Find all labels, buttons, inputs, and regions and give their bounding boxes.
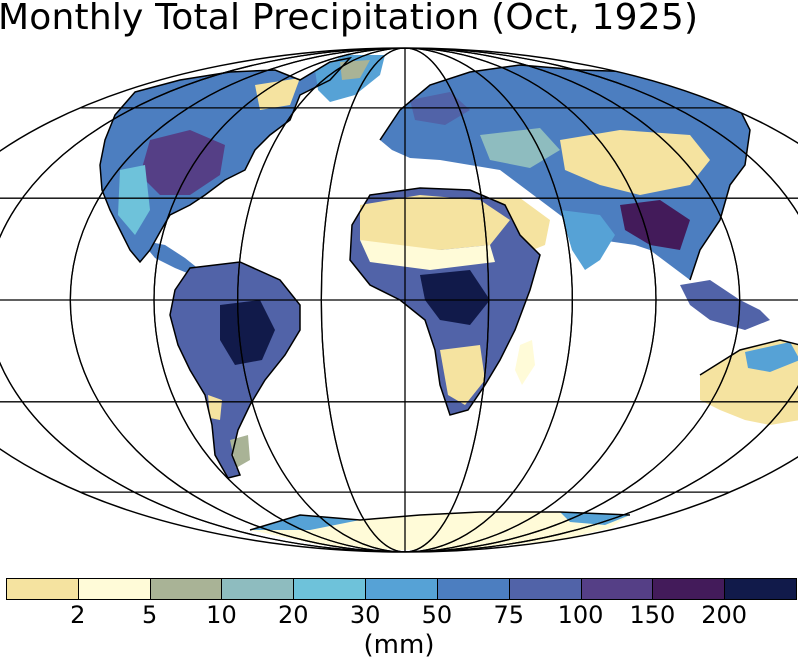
sa-wettest: [220, 300, 275, 365]
legend-tick-label: 50: [421, 601, 453, 629]
legend-tick-label: 200: [701, 601, 748, 629]
southern-africa-dry: [440, 345, 485, 405]
graticule: [0, 48, 798, 552]
map-title: Monthly Total Precipitation (Oct, 1925): [0, 0, 699, 38]
map-border: [0, 47, 798, 553]
legend-tick-label: 75: [493, 601, 524, 629]
monsoon-asia: [620, 200, 690, 250]
legend-color-box: [724, 578, 797, 600]
north-america-landmass: [100, 58, 350, 262]
legend-color-box: [436, 578, 510, 600]
legend-color-box: [293, 578, 367, 600]
legend-tick-label: 150: [629, 601, 676, 629]
legend-tick-label: 2: [70, 601, 86, 629]
land-layer: [100, 55, 798, 550]
na-wet-core: [140, 130, 225, 195]
india-landmass: [560, 210, 615, 270]
legend-color-box: [580, 578, 654, 600]
legend-units: (mm): [363, 630, 435, 660]
legend-tick-label: 20: [277, 601, 309, 629]
madagascar-landmass: [515, 340, 535, 385]
legend-color-box: [365, 578, 438, 600]
na-dry-band: [118, 165, 150, 235]
legend-color-box: [508, 578, 582, 600]
legend-color-box: [149, 578, 223, 600]
legend-color-box: [6, 578, 79, 600]
color-legend: [6, 578, 797, 602]
legend-tick-label: 30: [349, 601, 381, 629]
legend-tick-label: 5: [141, 601, 158, 629]
sahara-dry: [360, 195, 510, 250]
australia-north-wet: [745, 342, 798, 372]
greenland-dry: [340, 60, 370, 80]
legend-color-box: [652, 578, 726, 600]
congo-wettest: [420, 270, 490, 325]
na-arctic-dry: [255, 78, 300, 110]
legend-tick-label: 10: [206, 601, 237, 629]
legend-color-box: [77, 578, 151, 600]
maritime-continent: [680, 280, 770, 330]
asia-dry-core: [560, 130, 710, 195]
legend-tick-label: 100: [557, 601, 604, 629]
asia-steppe: [480, 128, 560, 168]
legend-color-box: [221, 578, 295, 600]
sahel: [360, 240, 495, 270]
central-america-landmass: [140, 240, 200, 275]
